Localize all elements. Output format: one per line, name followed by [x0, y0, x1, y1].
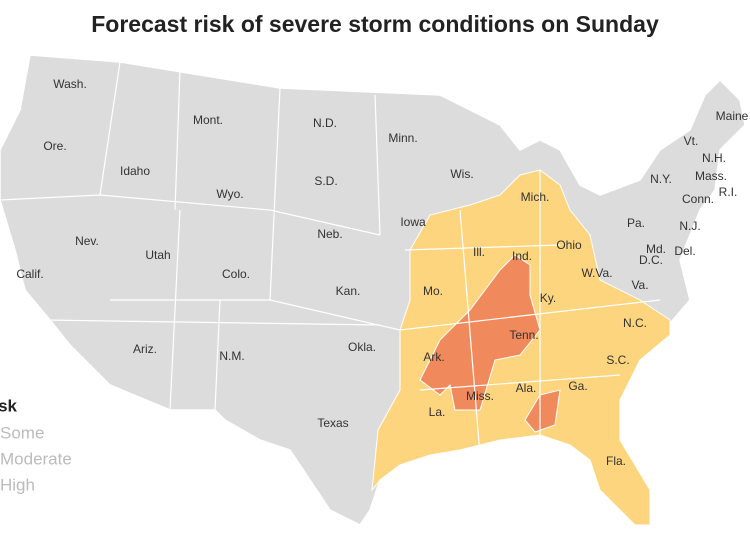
- state-label: Ore.: [43, 139, 66, 153]
- state-label: D.C.: [639, 253, 663, 267]
- legend-label: High: [0, 475, 35, 494]
- legend-label: Some: [0, 423, 44, 442]
- state-label: N.M.: [219, 349, 244, 363]
- state-label: Mont.: [193, 113, 223, 127]
- state-label: Colo.: [222, 267, 250, 281]
- state-borders: [0, 61, 661, 456]
- state-label: La.: [429, 405, 446, 419]
- state-label: Ala.: [516, 381, 537, 395]
- state-label: Conn.: [682, 192, 714, 206]
- legend-label: Moderate: [0, 449, 72, 468]
- state-label: Ill.: [473, 245, 485, 259]
- state-label: Okla.: [348, 340, 376, 354]
- state-label: Mass.: [695, 169, 727, 183]
- state-label: Neb.: [317, 227, 342, 241]
- state-label: Ariz.: [133, 342, 157, 356]
- state-label: Mo.: [423, 284, 443, 298]
- state-label: Fla.: [606, 454, 626, 468]
- state-label: Ky.: [540, 291, 556, 305]
- state-label: Mich.: [521, 190, 550, 204]
- state-label: Miss.: [466, 389, 494, 403]
- state-label: Calif.: [16, 267, 43, 281]
- state-label: Iowa: [400, 215, 426, 229]
- state-label: Texas: [317, 416, 348, 430]
- state-label: N.C.: [623, 316, 647, 330]
- state-label: Ark.: [423, 350, 444, 364]
- state-label: Ohio: [556, 238, 582, 252]
- state-label: N.J.: [679, 219, 700, 233]
- state-label: S.C.: [606, 353, 629, 367]
- state-label: Pa.: [627, 216, 645, 230]
- state-label: W.Va.: [581, 266, 612, 280]
- state-label: Utah: [145, 248, 170, 262]
- legend-title: Risk: [0, 396, 18, 415]
- state-label: Va.: [631, 278, 648, 292]
- state-label: Minn.: [388, 131, 417, 145]
- state-label: Md.: [646, 242, 666, 256]
- state-label: Idaho: [120, 164, 150, 178]
- state-label: Wash.: [53, 77, 87, 91]
- state-label: Wis.: [450, 167, 473, 181]
- state-label: Del.: [674, 244, 695, 258]
- state-label: S.D.: [314, 174, 337, 188]
- state-label: Wyo.: [216, 187, 243, 201]
- state-label: N.H.: [702, 151, 726, 165]
- state-label: Nev.: [75, 234, 99, 248]
- state-labels: Wash. Ore. Calif. Idaho Nev. Mont. Wyo. Utah Ari…: [16, 77, 748, 468]
- state-label: Tenn.: [509, 328, 538, 342]
- state-label: N.D.: [313, 116, 337, 130]
- title: Forecast risk of severe storm conditions…: [91, 11, 659, 37]
- state-label: Ind.: [512, 249, 532, 263]
- state-label: R.I.: [719, 185, 738, 199]
- state-label: Vt.: [684, 134, 699, 148]
- state-label: N.Y.: [650, 172, 672, 186]
- state-label: Kan.: [336, 284, 361, 298]
- state-label: Ga.: [568, 379, 587, 393]
- legend: Risk Some Moderate High: [0, 396, 72, 494]
- state-label: Maine: [716, 109, 749, 123]
